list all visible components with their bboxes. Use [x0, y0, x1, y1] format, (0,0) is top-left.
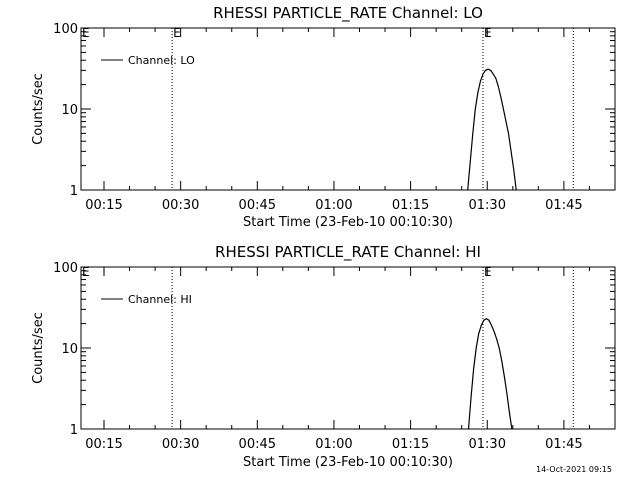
panel-2-data-point — [488, 319, 490, 321]
panel-2-series-line — [467, 317, 513, 430]
panel-1-data-point — [500, 96, 502, 98]
panel-2-ytick-label: 100 — [53, 261, 78, 276]
panel-1-xtick-label: 01:15 — [392, 198, 429, 213]
footer-timestamp: 14-Oct-2021 09:15 — [536, 465, 612, 474]
panel-1-data-point — [474, 108, 476, 110]
panel-1-xtick-label: 01:00 — [315, 198, 352, 213]
panel-2-data-point — [506, 392, 508, 394]
panel-2-data-point — [468, 428, 469, 430]
panel-1-xtick-label: 01:45 — [545, 198, 582, 213]
panel-2-ytick-label: 1 — [70, 423, 78, 438]
panel-1-data-point — [479, 80, 481, 82]
panel-1-title: RHESSI PARTICLE_RATE Channel: LO — [213, 4, 483, 23]
panel-1-data-point — [467, 189, 469, 191]
panel-1-data-point — [505, 121, 507, 122]
panel-2-legend-label: Channel: HI — [128, 293, 192, 306]
panel-1-data-point — [497, 85, 499, 87]
panel-2-ytick-label: 10 — [61, 342, 78, 357]
panel-1-xtick-label: 00:15 — [85, 198, 122, 213]
panel-1-data-point — [495, 77, 497, 79]
panel-2-data-point — [498, 347, 500, 349]
panel-2-data-point — [483, 319, 485, 321]
panel-2-data-point — [501, 360, 503, 361]
panel-1-event-label: E — [484, 26, 492, 40]
panel-1-ylabel: Counts/sec — [31, 73, 46, 145]
panel-2-ylabel: Counts/sec — [31, 312, 46, 384]
panel-2-data-point — [496, 338, 498, 340]
panel-2-xtick-label: 00:30 — [162, 437, 199, 452]
panel-2-data-point — [485, 318, 487, 320]
panel-1-xtick-label: 01:30 — [469, 198, 506, 213]
panel-2-data-point — [508, 412, 510, 413]
panel-2-xlabel: Start Time (23-Feb-10 00:10:30) — [243, 455, 453, 470]
panel-2-corner-marker: E — [82, 265, 90, 279]
panel-1-corner-marker: E — [82, 26, 90, 40]
panel-2-data-point — [478, 333, 480, 335]
panel-2-data-point — [480, 324, 482, 326]
panel-2-xtick-label: 00:15 — [85, 437, 122, 452]
panel-1-data-point — [515, 189, 517, 191]
panel-1-data-point — [482, 73, 484, 75]
panel-1-plot-frame — [80, 27, 616, 191]
panel-1-data-point — [508, 132, 509, 134]
panel-1-xlabel: Start Time (23-Feb-10 00:10:30) — [243, 215, 453, 230]
panel-1-data-point — [485, 69, 486, 71]
panel-1-data-point — [472, 132, 474, 134]
panel-1-data-point — [487, 68, 489, 70]
panel-1-legend-label: Channel: LO — [128, 54, 195, 67]
panel-1-data-point — [502, 108, 504, 110]
panel-1-ytick-label: 1 — [70, 184, 78, 199]
panel-1-data-point — [469, 161, 471, 163]
panel-1-data-point — [513, 168, 515, 170]
panel-2-xtick-label: 01:15 — [392, 437, 429, 452]
panel-1-data-point — [490, 69, 492, 71]
panel-2-data-point — [491, 324, 492, 326]
panel-2-xtick-label: 01:30 — [469, 437, 506, 452]
panel-2-data-point — [475, 347, 477, 349]
panel-1-xtick-label: 00:30 — [162, 198, 199, 213]
panel-2-data-point — [473, 368, 475, 370]
panel-1-event-label: E — [173, 26, 181, 40]
panel-1-ytick-label: 10 — [61, 103, 78, 118]
panel-1-data-point — [510, 150, 512, 152]
panel-2-data-point — [511, 428, 513, 430]
panel-2-xtick-label: 01:00 — [315, 437, 352, 452]
panel-2-event-label: E — [484, 265, 492, 279]
panel-2-data-point — [493, 331, 495, 332]
panel-2-data-point — [503, 375, 505, 377]
panel-1-data-point — [492, 73, 494, 75]
panel-2-xtick-label: 00:45 — [239, 437, 276, 452]
panel-1-ytick-label: 100 — [53, 22, 78, 37]
panel-2-data-point — [470, 396, 472, 398]
panel-2-xtick-label: 01:45 — [545, 437, 582, 452]
panel-2-plot-frame — [80, 266, 616, 430]
panel-1-xtick-label: 00:45 — [239, 198, 276, 213]
panel-1-data-point — [477, 92, 479, 93]
panel-2-title: RHESSI PARTICLE_RATE Channel: HI — [215, 243, 481, 262]
panel-1-series-line — [467, 68, 517, 191]
